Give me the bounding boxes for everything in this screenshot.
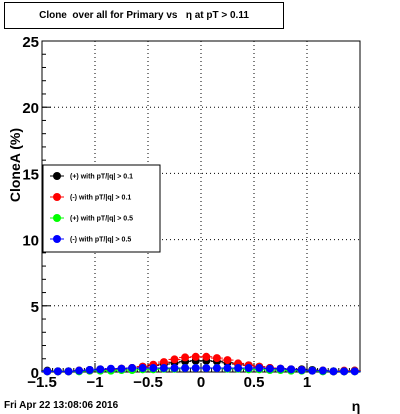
data-point xyxy=(287,365,296,374)
y-tick-label: 15 xyxy=(22,166,39,183)
data-point xyxy=(43,367,52,376)
data-point xyxy=(223,356,232,365)
legend-box xyxy=(42,164,161,253)
data-point xyxy=(329,367,338,376)
data-point xyxy=(53,367,62,376)
legend-marker xyxy=(53,172,61,180)
data-point xyxy=(75,366,84,375)
data-point xyxy=(85,366,94,375)
x-axis-title: η xyxy=(352,398,361,414)
legend-label: (+) with pT/|q| > 0.5 xyxy=(70,216,133,223)
x-tick-label: 0 xyxy=(197,374,205,391)
data-point xyxy=(159,358,168,367)
x-tick-label: 0.5 xyxy=(244,374,265,391)
data-point xyxy=(181,353,190,362)
legend-label: (-) with pT/|q| > 0.1 xyxy=(70,195,131,202)
data-point xyxy=(265,364,274,373)
data-point xyxy=(255,364,264,373)
y-tick-label: 25 xyxy=(22,34,39,51)
y-tick-label: 0 xyxy=(31,365,39,382)
y-axis-title: CloneA (%) xyxy=(7,128,23,202)
legend-entries: (+) with pT/|q| > 0.1 (-) with pT/|q| > 0… xyxy=(50,172,133,244)
x-tick-label: 1 xyxy=(303,374,311,391)
chart-title: Clone over all for Primary vs η at pT > … xyxy=(4,2,284,29)
y-tick-label: 20 xyxy=(22,100,39,117)
legend: (+) with pT/|q| > 0.1 (-) with pT/|q| > 0… xyxy=(42,164,161,253)
data-point xyxy=(318,366,327,375)
data-point xyxy=(170,355,179,364)
data-points xyxy=(41,352,361,376)
data-point xyxy=(191,352,200,361)
data-point xyxy=(159,364,168,373)
data-point xyxy=(223,364,232,373)
legend-label: (-) with pT/|q| > 0.5 xyxy=(70,237,131,244)
data-point xyxy=(170,364,179,373)
data-point xyxy=(202,364,211,373)
data-point xyxy=(340,367,349,376)
data-point xyxy=(297,366,306,375)
y-tick-labels: 0 5 10 15 20 25 xyxy=(22,34,39,382)
data-point xyxy=(128,364,137,373)
data-point xyxy=(350,367,359,376)
data-point xyxy=(212,354,221,363)
data-point xyxy=(64,367,73,376)
data-point xyxy=(244,364,253,373)
data-point xyxy=(149,364,158,373)
data-point xyxy=(234,364,243,373)
legend-marker xyxy=(53,235,61,243)
data-point xyxy=(181,364,190,373)
data-point xyxy=(138,364,147,373)
data-point xyxy=(202,352,211,361)
data-point xyxy=(276,364,285,373)
timestamp: Fri Apr 22 13:08:06 2016 xyxy=(4,400,119,411)
x-tick-label: −0.5 xyxy=(133,374,163,391)
data-point xyxy=(308,366,317,375)
y-tick-label: 5 xyxy=(31,299,39,316)
data-point xyxy=(106,364,115,373)
data-point xyxy=(117,364,126,373)
legend-marker xyxy=(53,193,61,201)
data-point xyxy=(191,364,200,373)
x-tick-label: −1.5 xyxy=(27,374,57,391)
y-tick-label: 10 xyxy=(22,233,39,250)
data-point xyxy=(96,365,105,374)
legend-label: (+) with pT/|q| > 0.1 xyxy=(70,174,133,181)
legend-marker xyxy=(53,214,61,222)
x-tick-label: −1 xyxy=(86,374,103,391)
data-point xyxy=(212,364,221,373)
x-tick-labels: −1.5 −1 −0.5 0 0.5 1 xyxy=(27,374,311,391)
